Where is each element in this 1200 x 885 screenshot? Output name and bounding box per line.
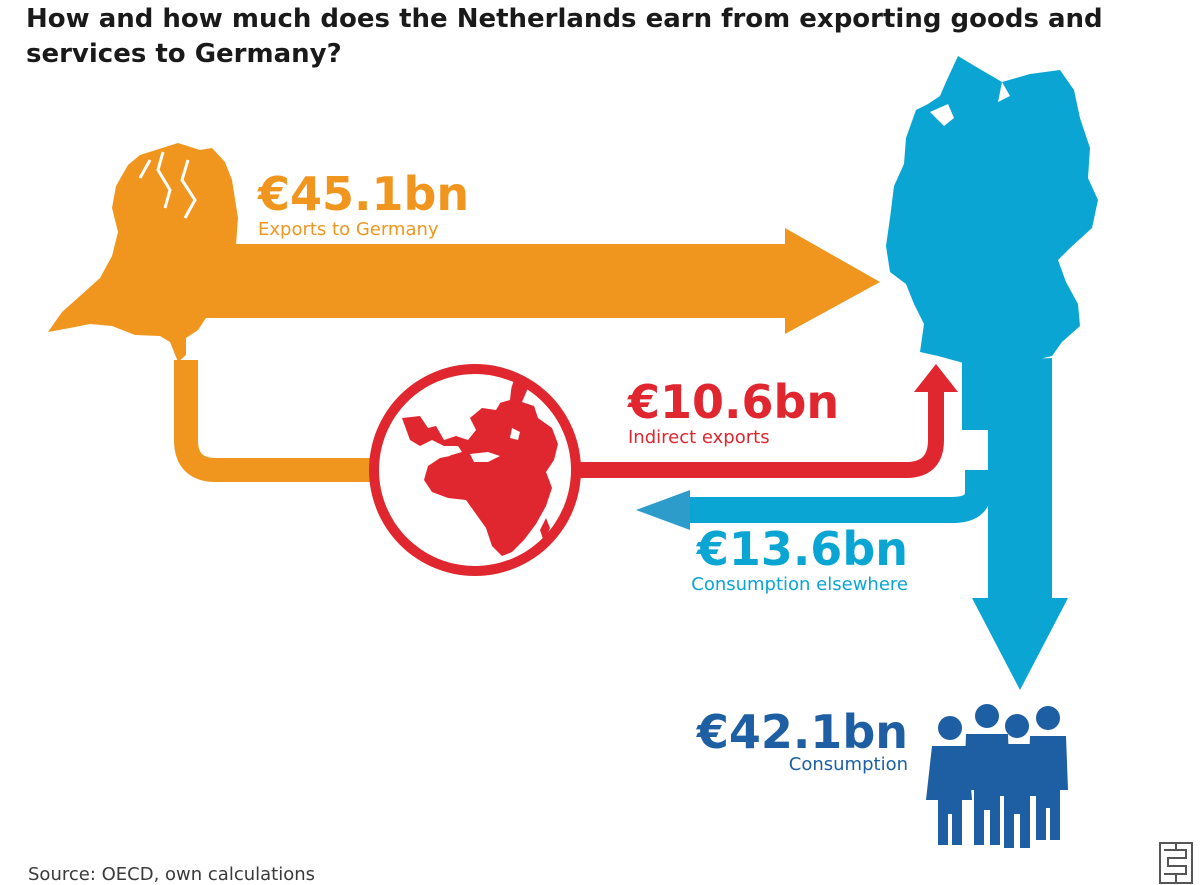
orange-flow-to-globe: [174, 360, 372, 482]
elsewhere-label: Consumption elsewhere: [691, 574, 908, 595]
netherlands-map-icon: [48, 143, 238, 362]
germany-map-icon: [886, 56, 1098, 370]
source-note: Source: OECD, own calculations: [28, 864, 316, 885]
exports-value: €45.1bn: [257, 167, 469, 221]
exports-label: Exports to Germany: [258, 219, 439, 240]
germany-coast-detail: [930, 82, 1010, 126]
consumption-arrow: [962, 358, 1068, 690]
indirect-exports-flow: [560, 392, 944, 478]
indirect-exports-arrowhead: [914, 364, 958, 392]
elsewhere-branch: [690, 470, 991, 523]
elsewhere-value: €13.6bn: [696, 522, 908, 576]
consumption-value: €42.1bn: [696, 705, 908, 759]
elsewhere-arrowhead: [636, 490, 690, 530]
cbs-logo-icon: [1159, 842, 1193, 884]
consumption-label: Consumption: [789, 754, 908, 775]
people-group-icon: [926, 704, 1068, 848]
indirect-label: Indirect exports: [628, 427, 770, 448]
page-title: How and how much does the Netherlands ea…: [26, 4, 1103, 69]
globe-icon: [369, 364, 581, 576]
netherlands-islands-detail: [138, 151, 197, 219]
indirect-value: €10.6bn: [627, 375, 839, 429]
exports-arrow: [205, 228, 880, 334]
